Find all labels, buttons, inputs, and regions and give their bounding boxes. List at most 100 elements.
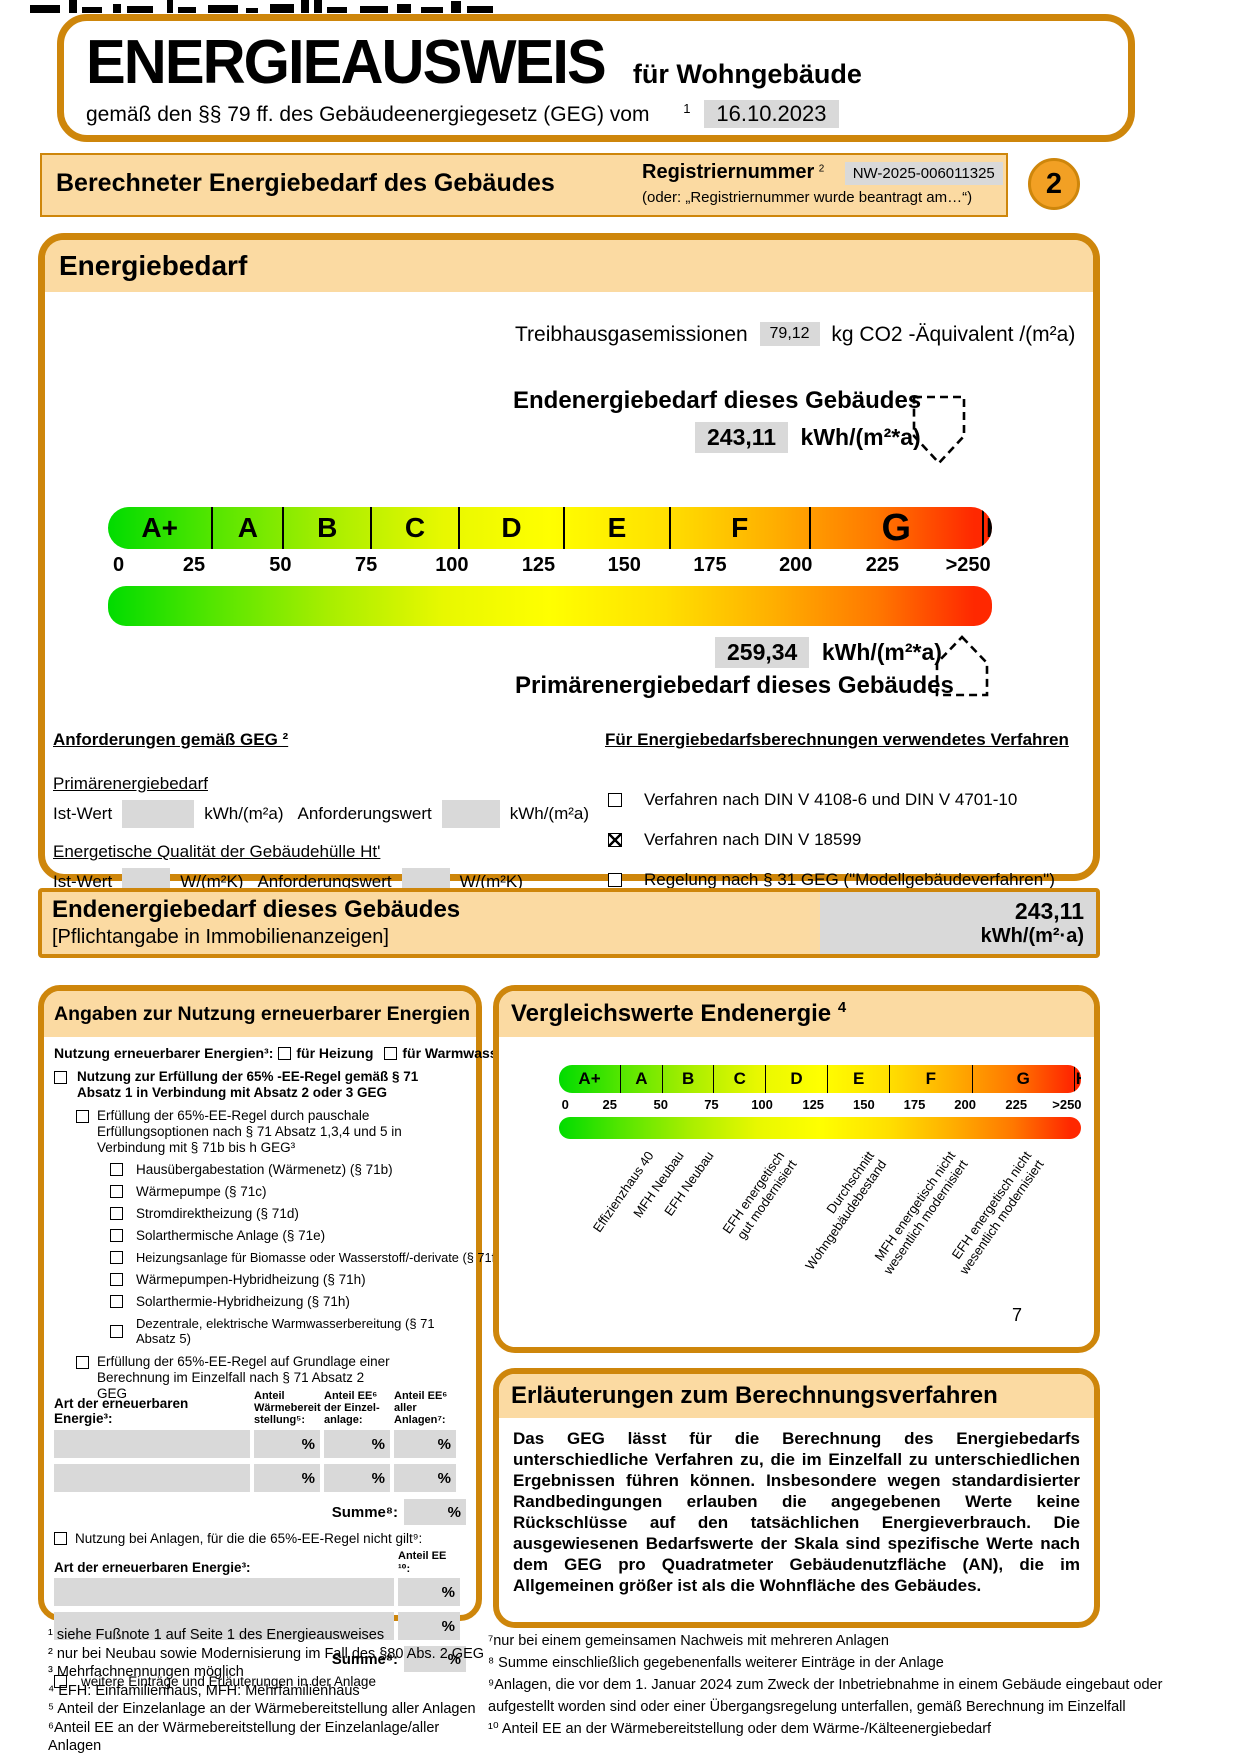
- primary-requirement-heading: Primärenergiebedarf: [53, 774, 208, 793]
- scale-class: C: [713, 1065, 765, 1093]
- envelope-heading: Energetische Qualität der Gebäudehülle H…: [53, 842, 381, 861]
- rule-main-checkbox[interactable]: [54, 1071, 67, 1084]
- ghg-unit: kg CO2 -Äquivalent /(m²a): [831, 323, 1076, 346]
- method-checkbox-modellgebaeude[interactable]: [608, 873, 622, 887]
- renewables-header: Angaben zur Nutzung erneuerbarer Energie…: [44, 991, 476, 1037]
- share-field[interactable]: %: [394, 1464, 456, 1492]
- sum-field[interactable]: %: [404, 1499, 466, 1525]
- not-applicable-checkbox[interactable]: [54, 1532, 67, 1545]
- comparison-header: Vergleichswerte Endenergie 4: [499, 991, 1094, 1037]
- sum-field[interactable]: %: [404, 1646, 466, 1672]
- section-title: Berechneter Energiebedarf des Gebäudes: [56, 169, 555, 197]
- table2-share-header: Anteil EE ¹⁰:: [398, 1550, 447, 1575]
- comparison-footnote-ref: 4: [837, 1000, 847, 1016]
- energy-type-field[interactable]: [54, 1578, 394, 1606]
- share-field[interactable]: %: [254, 1430, 320, 1458]
- rule-individual-checkbox[interactable]: [76, 1356, 89, 1369]
- option-checkbox[interactable]: [110, 1251, 123, 1264]
- method-checkbox-din18599[interactable]: [608, 833, 622, 847]
- endenergie-band-value: 243,11: [1014, 898, 1084, 924]
- rule-flat-label: Erfüllung der 65%-EE-Regel durch pauscha…: [97, 1108, 402, 1155]
- share-field[interactable]: %: [324, 1464, 390, 1492]
- footnote: ⁸ Summe einschließlich gegebenenfalls we…: [488, 1655, 944, 1671]
- explanation-title: Erläuterungen zum Berechnungsverfahren: [511, 1382, 998, 1409]
- scale-class: A+: [141, 512, 178, 543]
- option-checkbox[interactable]: [110, 1295, 123, 1308]
- footnote: ³ Mehrfachnennungen möglich: [48, 1664, 244, 1680]
- usage-hotwater-label: für Warmwasser: [402, 1045, 511, 1061]
- methods-title: Für Energiebedarfsberechnungen verwendet…: [605, 730, 1069, 749]
- endenergie-label: Endenergiebedarf dieses Gebäudes: [513, 387, 922, 414]
- rule-main-label: Nutzung zur Erfüllung der 65% -EE-Regel …: [77, 1069, 419, 1100]
- usage-hotwater-checkbox[interactable]: [384, 1046, 398, 1060]
- share-field[interactable]: %: [324, 1430, 390, 1458]
- comparison-label: EFH energetisch gut modernisiert: [719, 1148, 800, 1242]
- scale-class: B: [282, 507, 370, 549]
- ist-wert-ht-unit: W/(m²K): [180, 872, 244, 891]
- requirements-title: Anforderungen gemäß GEG ²: [53, 730, 289, 749]
- energy-type-field[interactable]: [54, 1430, 250, 1458]
- table2-row: %: [54, 1578, 466, 1606]
- comparison-corner-number: 7: [1011, 1305, 1022, 1325]
- scale-class: A: [211, 507, 282, 549]
- ist-wert-label: Ist-Wert: [53, 804, 113, 823]
- footnote: ² nur bei Neubau sowie Modernisierung im…: [48, 1645, 485, 1662]
- endenergie-band-subtitle: [Pflichtangabe in Immobilienanzeigen]: [52, 926, 389, 948]
- scale-class: D: [457, 507, 563, 549]
- energiebedarf-box: Energiebedarf Treibhausgasemissionen 79,…: [38, 233, 1100, 929]
- option-checkbox[interactable]: [110, 1273, 123, 1286]
- option-checkbox[interactable]: [110, 1163, 123, 1176]
- anforderungswert-field[interactable]: [441, 800, 500, 828]
- explanation-box: Erläuterungen zum Berechnungsverfahren D…: [493, 1368, 1100, 1628]
- method-checkbox-din4108[interactable]: [608, 793, 622, 807]
- option-label: Wärmepumpe (§ 71c): [136, 1184, 267, 1199]
- share-field[interactable]: %: [394, 1430, 456, 1458]
- option-checkbox[interactable]: [110, 1229, 123, 1242]
- renewables-box: Angaben zur Nutzung erneuerbarer Energie…: [38, 985, 511, 1689]
- endenergie-band-title: Endenergiebedarf dieses Gebäudes: [52, 896, 461, 923]
- more-entries-label: weitere Einträge und Erläuterungen in de…: [81, 1674, 376, 1689]
- footnote: ⁵ Anteil der Einzelanlage an der Wärmebe…: [48, 1701, 476, 1717]
- clipped-text-fragment: [30, 0, 630, 13]
- comparison-class-scale: A+ A B C D E F G H: [559, 1065, 1081, 1093]
- explanation-header: Erläuterungen zum Berechnungsverfahren: [499, 1374, 1094, 1418]
- law-date-field: 16.10.2023: [704, 100, 839, 128]
- option-checkbox[interactable]: [110, 1185, 123, 1198]
- primary-energy-scale: [108, 586, 992, 626]
- option-checkbox[interactable]: [110, 1324, 123, 1338]
- usage-heating-checkbox[interactable]: [278, 1046, 292, 1060]
- method-label: Verfahren nach DIN V 4108-6 und DIN V 47…: [644, 790, 1018, 809]
- registration-footnote-ref: 2: [818, 163, 825, 175]
- option-checkbox[interactable]: [110, 1207, 123, 1220]
- footnote: ¹ siehe Fußnote 1 auf Seite 1 des Energi…: [48, 1627, 385, 1643]
- share-field[interactable]: %: [398, 1612, 460, 1640]
- table1-share-all-header: Anteil EE⁶ aller Anlagen⁷:: [394, 1390, 448, 1426]
- primaerenergie-label: Primärenergiebedarf dieses Gebäudes: [515, 672, 954, 699]
- rule-flat-checkbox[interactable]: [76, 1110, 89, 1123]
- option-label: Solarthermie-Hybridheizung (§ 71h): [136, 1294, 350, 1309]
- footnote: ¹⁰ Anteil EE an der Wärmebereitstellung …: [488, 1721, 992, 1737]
- footnotes-left: ¹ siehe Fußnote 1 auf Seite 1 des Energi…: [48, 1626, 488, 1756]
- not-applicable-label: Nutzung bei Anlagen, für die die 65%-EE-…: [75, 1531, 423, 1546]
- energy-type-field[interactable]: [54, 1612, 394, 1640]
- comparison-box: Vergleichswerte Endenergie 4 A+ A B C D …: [493, 985, 1100, 1353]
- endenergie-band-value-box: 243,11 kWh/(m²·a): [820, 892, 1096, 954]
- energiebedarf-title: Energiebedarf: [59, 250, 248, 281]
- table2-art-header: Art der erneuerbaren Energie³:: [54, 1560, 251, 1575]
- scale-class-current: G: [808, 507, 982, 549]
- table1-sum-row: Summe⁸: %: [54, 1499, 466, 1525]
- primaerenergie-value-field: 259,34: [715, 637, 810, 668]
- scale-class: B: [661, 1065, 714, 1093]
- more-entries-checkbox[interactable]: [54, 1675, 67, 1688]
- share-field[interactable]: %: [398, 1578, 460, 1606]
- energy-type-field[interactable]: [54, 1464, 250, 1492]
- option-label: Heizungsanlage für Biomasse oder Wassers…: [136, 1250, 511, 1265]
- endenergie-marker-icon: [912, 395, 966, 465]
- page-title-suffix: für Wohngebäude: [632, 59, 862, 89]
- anforderungswert-unit: kWh/(m²a): [509, 804, 590, 823]
- comparison-title: Vergleichswerte Endenergie: [511, 1000, 832, 1027]
- share-field[interactable]: %: [254, 1464, 320, 1492]
- table2-row: %: [54, 1612, 466, 1640]
- ist-wert-field[interactable]: [122, 800, 195, 828]
- footnote: ⁴ EFH: Einfamilienhaus, MFH: Mehrfamilie…: [48, 1682, 360, 1699]
